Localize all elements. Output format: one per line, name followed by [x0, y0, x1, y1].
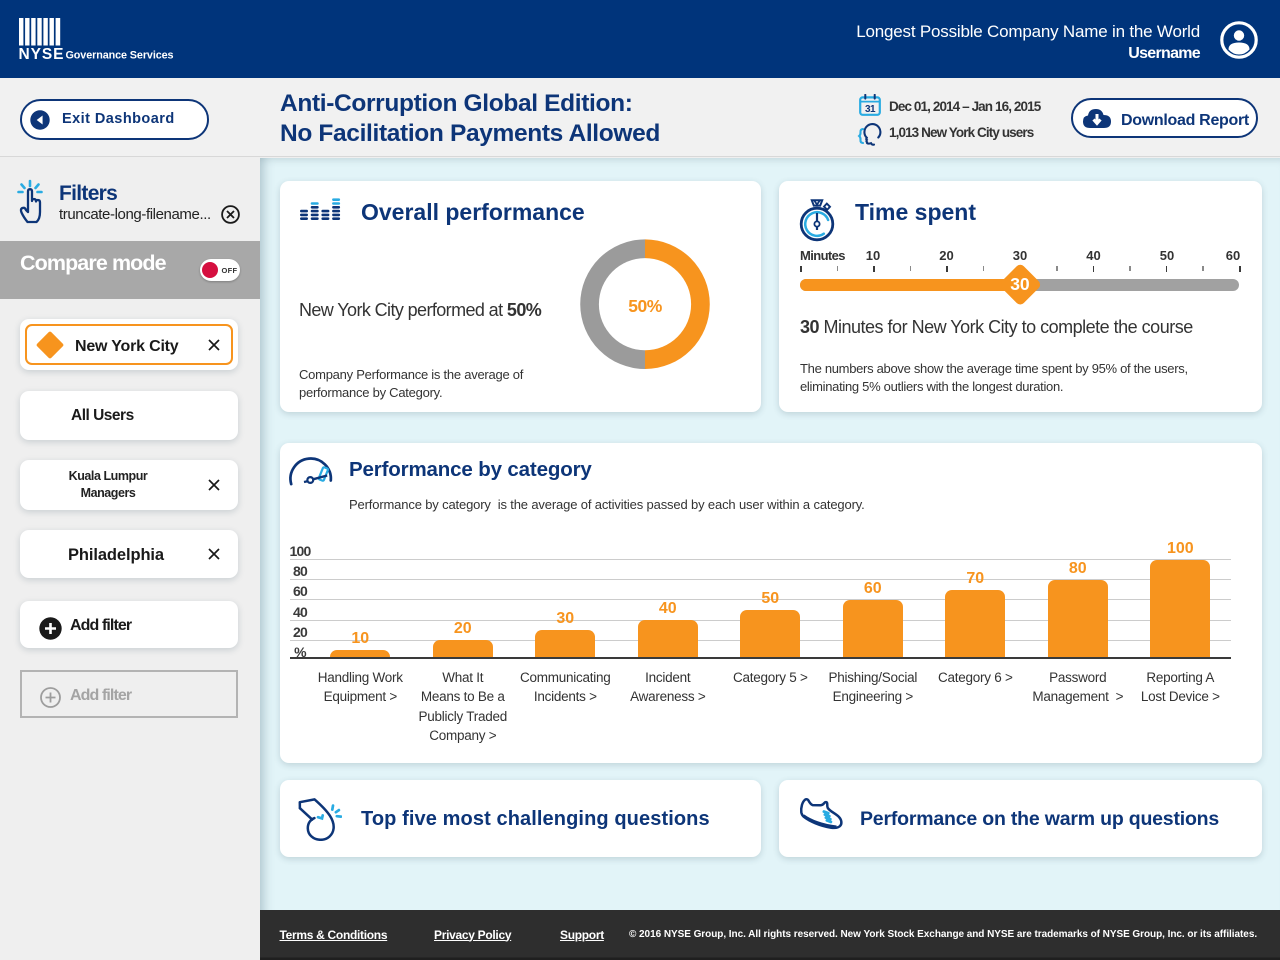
svg-text:Governance Services: Governance Services: [66, 50, 174, 62]
svg-text:31: 31: [865, 104, 876, 115]
svg-text:50%: 50%: [628, 296, 662, 316]
svg-text:NYSE: NYSE: [19, 46, 64, 63]
